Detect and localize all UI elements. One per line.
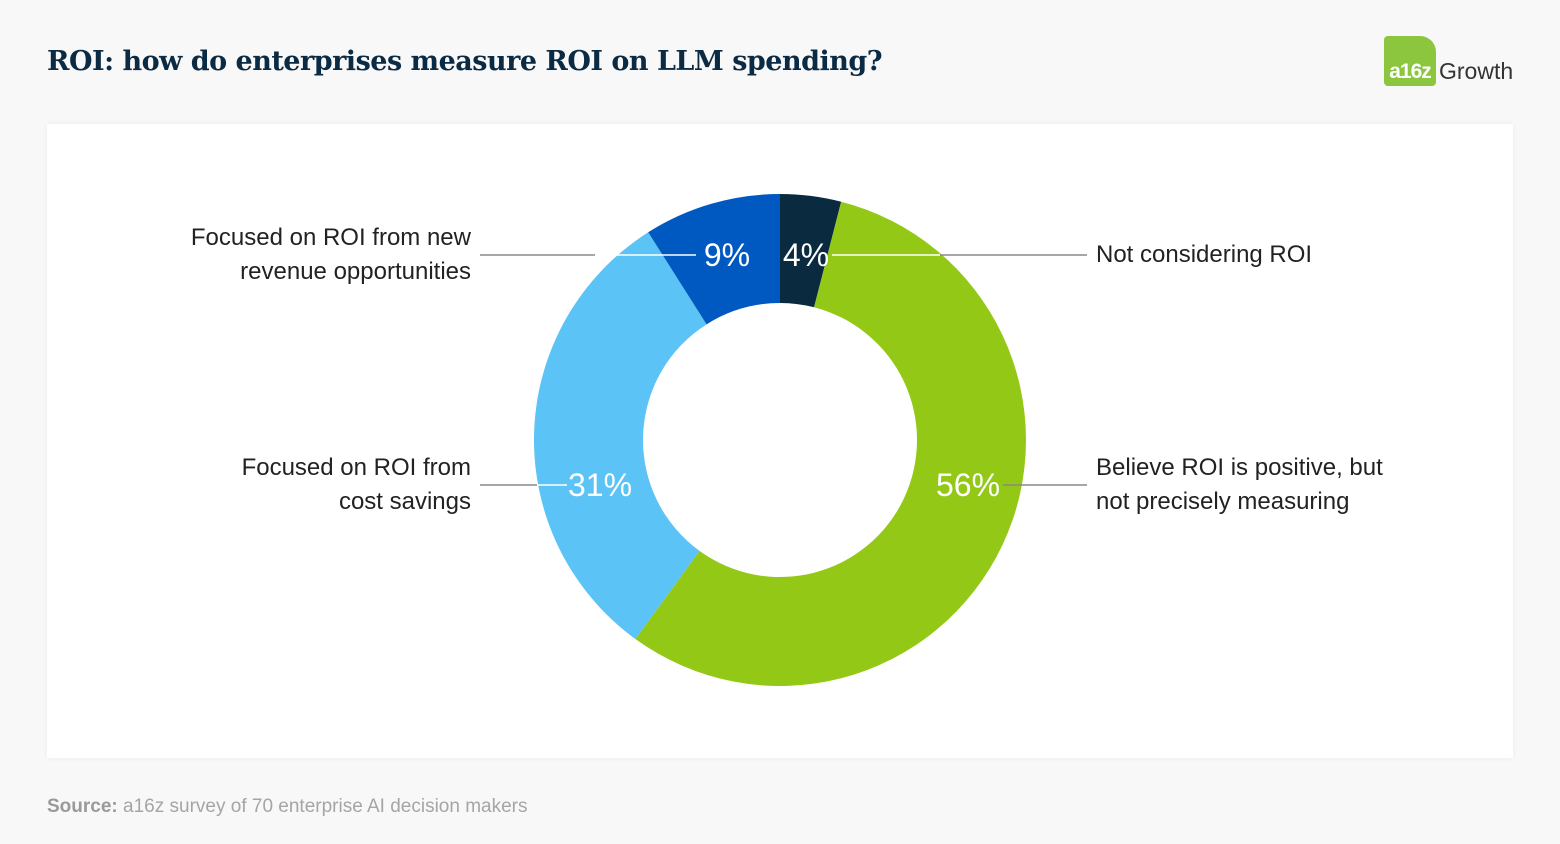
chart-title: ROI: how do enterprises measure ROI on L…	[47, 46, 883, 77]
data-label-56: 56%	[936, 467, 1000, 503]
logo-mark: a16z	[1384, 36, 1436, 86]
slice-new-revenue	[648, 194, 780, 325]
slice-cost-savings	[533, 232, 707, 640]
data-label-9: 9%	[704, 237, 750, 273]
a16z-growth-logo: a16z Growth	[1384, 36, 1513, 86]
source-note: Source: a16z survey of 70 enterprise AI …	[47, 796, 528, 817]
label-cost-savings: Focused on ROI from cost savings	[241, 454, 471, 515]
data-label-31: 31%	[568, 467, 632, 503]
label-believe-positive: Believe ROI is positive, but not precisel…	[1096, 454, 1383, 515]
data-label-4: 4%	[783, 237, 829, 273]
label-not-considering: Not considering ROI	[1096, 241, 1313, 268]
slice-believe-positive	[635, 201, 1027, 687]
logo-word: Growth	[1439, 58, 1514, 84]
slice-not-considering	[780, 194, 842, 308]
label-new-revenue: Focused on ROI from new revenue opportuni…	[190, 224, 471, 285]
